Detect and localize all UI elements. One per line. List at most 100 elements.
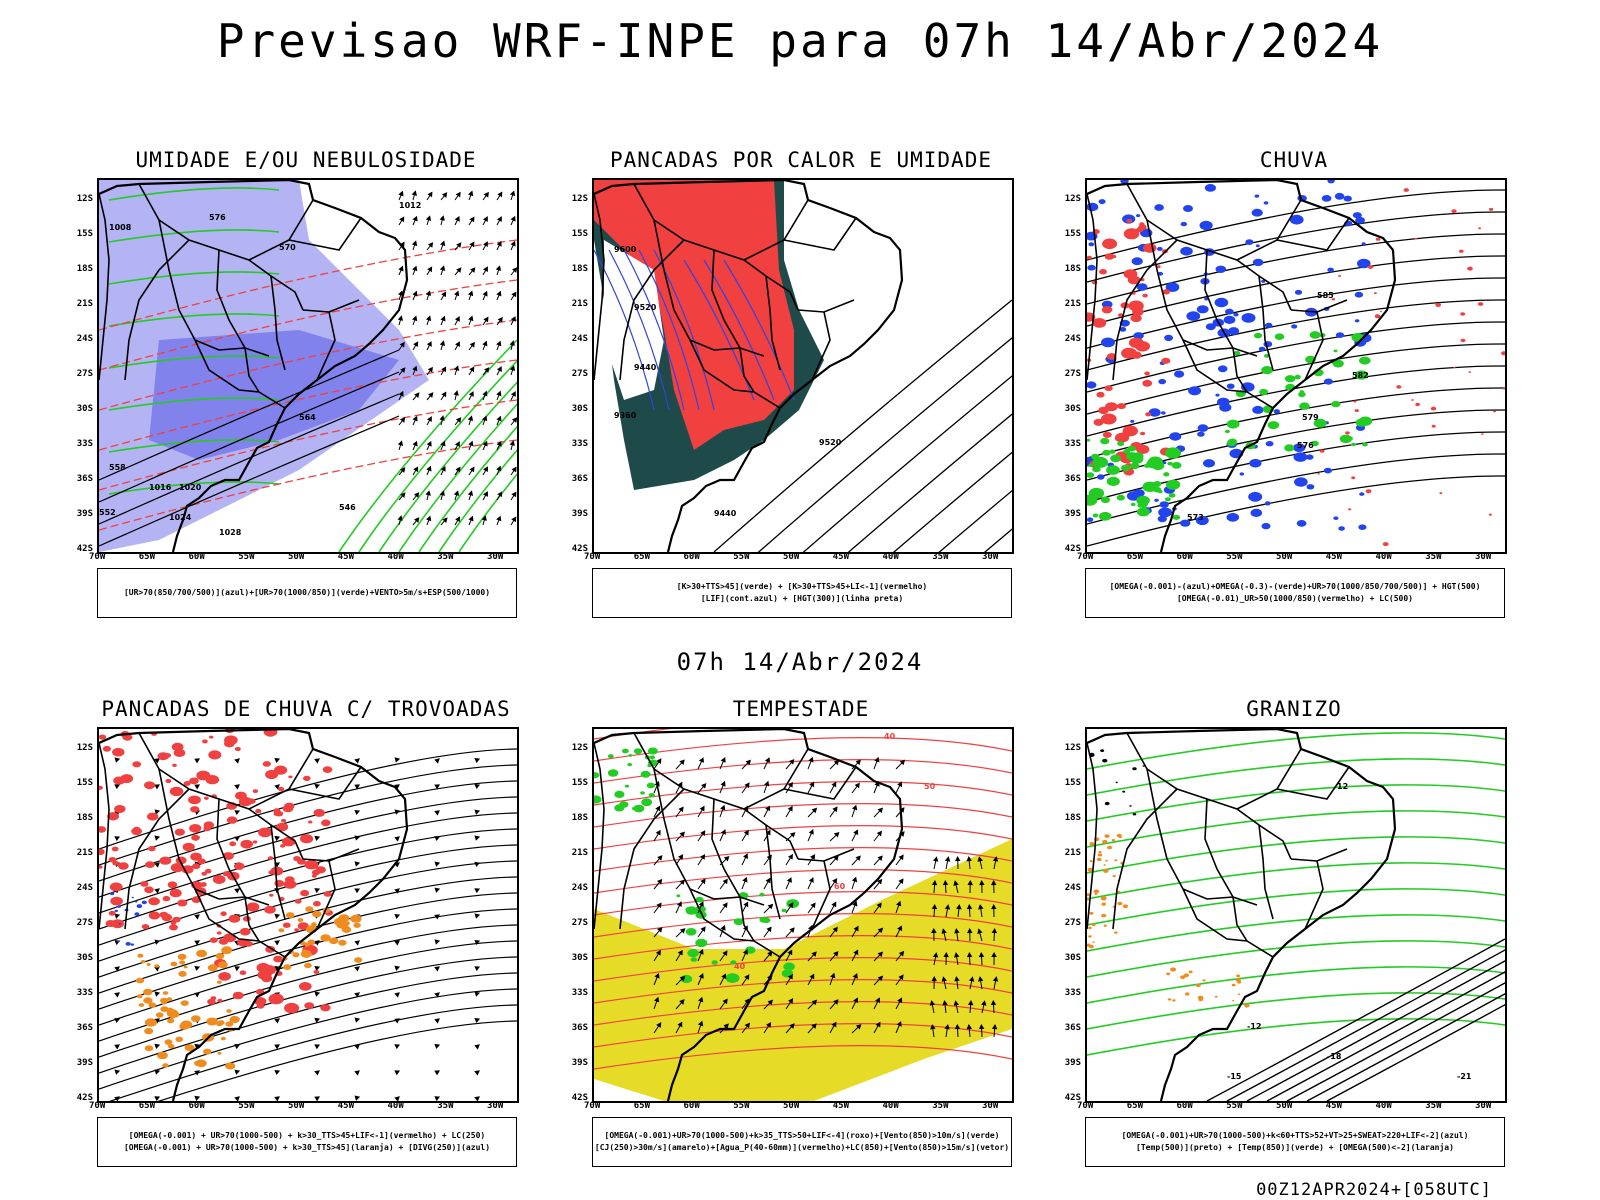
contour-label: 1020 xyxy=(179,483,202,492)
latitude-tick-label: 12S xyxy=(1064,194,1081,204)
latitude-tick-label: 18S xyxy=(76,264,93,274)
longitude-tick-label: 70W xyxy=(584,552,601,562)
legend-line: [OMEGA(-0.001) + UR>70(1000-500) + k>30_… xyxy=(123,1143,491,1152)
longitude-axis: 70W 65W 60W 55W 50W 45W 40W 35W 30W xyxy=(89,552,515,564)
map-layers: 9600 9520 9440 9360 9520 9440 xyxy=(594,180,1012,552)
legend-line: [OMEGA(-0.001)+UR>70(1000-500)+k>35_TTS>… xyxy=(604,1131,1000,1140)
forecast-map xyxy=(97,727,519,1103)
longitude-tick-label: 60W xyxy=(683,552,700,562)
contour-label: 546 xyxy=(339,503,356,512)
latitude-tick-label: 33S xyxy=(571,988,588,998)
latitude-tick-label: 42S xyxy=(571,544,588,554)
latitude-tick-label: 24S xyxy=(571,334,588,344)
longitude-tick-label: 45W xyxy=(337,1101,355,1111)
latitude-tick-label: 36S xyxy=(76,474,93,484)
latitude-tick-label: 27S xyxy=(571,369,588,379)
contour-label: 1024 xyxy=(169,513,192,522)
contour-label: -12 xyxy=(1247,1022,1261,1031)
contour-label: 1012 xyxy=(399,201,421,210)
latitude-tick-label: 30S xyxy=(571,953,588,963)
latitude-tick-label: 39S xyxy=(76,509,93,519)
latitude-tick-label: 15S xyxy=(571,229,588,239)
contour-label: 9520 xyxy=(819,438,842,447)
longitude-tick-label: 65W xyxy=(1126,1101,1144,1111)
longitude-tick-label: 35W xyxy=(437,552,454,562)
longitude-tick-label: 30W xyxy=(982,552,999,562)
contour-label: 576 xyxy=(1297,441,1314,450)
longitude-tick-label: 30W xyxy=(982,1101,999,1111)
latitude-axis: 12S 15S 18S 21S 24S 27S 30S 33S 36S 39S 42S xyxy=(61,178,93,554)
panel-title: PANCADAS DE CHUVA C/ TROVOADAS xyxy=(101,697,511,721)
latitude-tick-label: 18S xyxy=(571,264,588,274)
contour-label: 60 xyxy=(834,882,846,891)
contour-label: 40 xyxy=(734,962,746,971)
latitude-tick-label: 36S xyxy=(571,474,588,484)
latitude-tick-label: 27S xyxy=(1064,918,1081,928)
latitude-tick-label: 21S xyxy=(76,848,93,858)
latitude-axis: 12S 15S 18S 21S 24S 27S 30S 33S 36S 39S 42S xyxy=(556,727,588,1103)
mid-title: 07h 14/Abr/2024 xyxy=(676,648,924,676)
longitude-tick-label: 60W xyxy=(1176,1101,1193,1111)
latitude-tick-label: 42S xyxy=(571,1093,588,1103)
longitude-tick-label: 35W xyxy=(437,1101,454,1111)
longitude-tick-label: 45W xyxy=(832,1101,850,1111)
contour-label: 9360 xyxy=(614,411,637,420)
legend-line: [OMEGA(-0.001)-(azul)+OMEGA(-0.3)-(verde… xyxy=(1109,582,1481,591)
contour-label: -21 xyxy=(1457,1072,1472,1081)
longitude-tick-label: 35W xyxy=(932,552,949,562)
panel-legend: [OMEGA(-0.001)+UR>70(1000-500)+k<60+TTS>… xyxy=(1085,1117,1505,1167)
contour-label: 1016 xyxy=(149,483,172,492)
legend-line: [CJ(250)>30m/s](amarelo)+[Agua_P(40-60mm… xyxy=(594,1143,1010,1152)
contour-label: 9440 xyxy=(714,509,737,518)
longitude-tick-label: 65W xyxy=(633,1101,651,1111)
panel-legend: [K>30+TTS>45](verde) + [K>30+TTS>45+LI<-… xyxy=(592,568,1012,618)
legend-line: [LIF](cont.azul) + [HGT(300)](linha pret… xyxy=(700,594,904,603)
legend-line: [OMEGA(-0.001) + UR>70(1000-500) + k>30_… xyxy=(128,1131,486,1140)
forecast-map: 9600 9520 9440 9360 9520 9440 xyxy=(592,178,1014,554)
latitude-tick-label: 15S xyxy=(571,778,588,788)
latitude-tick-label: 24S xyxy=(76,883,93,893)
longitude-tick-label: 45W xyxy=(1325,1101,1343,1111)
latitude-tick-label: 24S xyxy=(571,883,588,893)
longitude-tick-label: 60W xyxy=(188,1101,205,1111)
longitude-tick-label: 65W xyxy=(1126,552,1144,562)
latitude-tick-label: 30S xyxy=(76,953,93,963)
latitude-tick-label: 33S xyxy=(1064,439,1081,449)
legend-line: [K>30+TTS>45](verde) + [K>30+TTS>45+LI<-… xyxy=(676,582,928,591)
latitude-tick-label: 36S xyxy=(571,1023,588,1033)
latitude-tick-label: 12S xyxy=(76,743,93,753)
longitude-tick-label: 45W xyxy=(1325,552,1343,562)
contour-label: 40 xyxy=(884,732,896,741)
latitude-tick-label: 36S xyxy=(76,1023,93,1033)
contour-label: -18 xyxy=(1327,1052,1342,1061)
contour-label: 579 xyxy=(1302,413,1319,422)
panel-legend: [OMEGA(-0.001)-(azul)+OMEGA(-0.3)-(verde… xyxy=(1085,568,1505,618)
panel-title: UMIDADE E/OU NEBULOSIDADE xyxy=(135,148,477,172)
latitude-tick-label: 12S xyxy=(1064,743,1081,753)
contour-label: 12 xyxy=(1337,782,1348,791)
forecast-map: 585 582 579 576 573 xyxy=(1085,178,1507,554)
longitude-tick-label: 50W xyxy=(1276,552,1293,562)
panel-title: GRANIZO xyxy=(1246,697,1342,721)
longitude-tick-label: 50W xyxy=(288,552,305,562)
contour-label: 9440 xyxy=(634,363,657,372)
latitude-axis: 12S 15S 18S 21S 24S 27S 30S 33S 36S 39S 42S xyxy=(1049,727,1081,1103)
longitude-axis: 70W 65W 60W 55W 50W 45W 40W 35W 30W xyxy=(1077,552,1503,564)
latitude-tick-label: 18S xyxy=(1064,264,1081,274)
contour-label: 552 xyxy=(99,508,116,517)
longitude-tick-label: 70W xyxy=(89,1101,106,1111)
longitude-tick-label: 40W xyxy=(882,552,899,562)
contour-label: 582 xyxy=(1352,371,1369,380)
longitude-tick-label: 55W xyxy=(1226,1101,1243,1111)
longitude-tick-label: 55W xyxy=(733,1101,750,1111)
map-layers xyxy=(99,729,517,1101)
legend-line: [Temp(500)](preto) + [Temp(850)](verde) … xyxy=(1136,1143,1454,1152)
longitude-tick-label: 65W xyxy=(138,552,156,562)
legend-line: [UR>70(850/700/500)](azul)+[UR>70(1000/8… xyxy=(123,588,491,597)
latitude-tick-label: 12S xyxy=(571,194,588,204)
longitude-tick-label: 50W xyxy=(783,552,800,562)
latitude-tick-label: 15S xyxy=(1064,229,1081,239)
longitude-tick-label: 55W xyxy=(238,552,255,562)
longitude-tick-label: 60W xyxy=(188,552,205,562)
longitude-tick-label: 35W xyxy=(1425,1101,1442,1111)
